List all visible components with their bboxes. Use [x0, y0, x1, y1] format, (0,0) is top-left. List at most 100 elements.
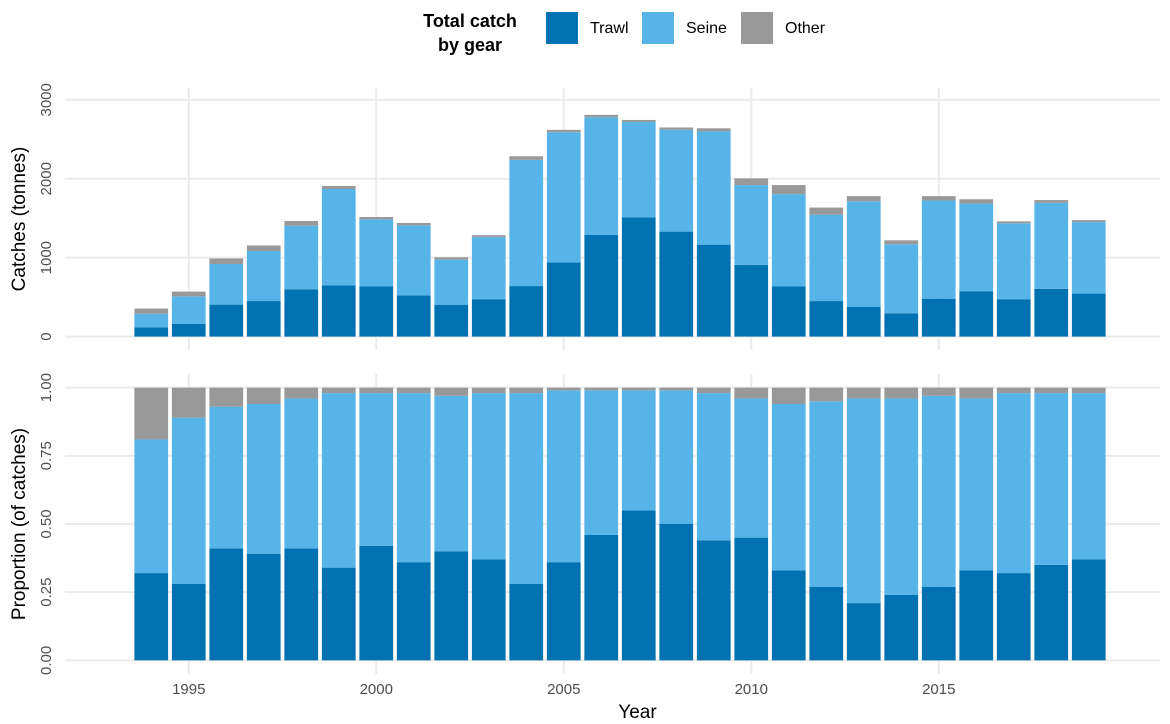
bar-segment — [696, 128, 731, 132]
y-tick-label: 1.00 — [38, 373, 55, 402]
bar-segment — [1034, 564, 1069, 661]
bar-segment — [1071, 559, 1106, 661]
bar-segment — [321, 186, 356, 190]
bar-segment — [584, 117, 619, 235]
legend-label: Seine — [686, 20, 727, 37]
bar-segment — [209, 263, 244, 305]
y-tick-label: 0.25 — [38, 578, 55, 607]
bar-segment — [696, 131, 731, 245]
bar-segment — [734, 537, 769, 661]
bar-segment — [959, 398, 994, 571]
bar-segment — [771, 387, 806, 404]
y-tick-label: 2000 — [38, 162, 55, 195]
bar-segment — [846, 387, 881, 399]
bar-segment — [734, 387, 769, 399]
x-tick-label: 2010 — [735, 681, 768, 698]
bar-segment — [921, 387, 956, 396]
bar-segment — [284, 225, 319, 290]
bar-segment — [509, 286, 544, 337]
bar-segment — [434, 257, 469, 260]
bar-segment — [471, 299, 506, 337]
bar-segment — [846, 398, 881, 604]
y-tick-label: 1000 — [38, 241, 55, 274]
bar-segment — [884, 240, 919, 245]
bar-segment — [396, 225, 431, 296]
bar-segment — [809, 387, 844, 402]
legend-key — [642, 12, 674, 44]
bar-segment — [996, 573, 1031, 661]
bar-segment — [471, 559, 506, 661]
bar-segment — [584, 114, 619, 118]
bar-segment — [921, 200, 956, 299]
bar-segment — [584, 387, 619, 391]
bar-segment — [396, 222, 431, 226]
bar-segment — [471, 235, 506, 238]
bar-segment — [359, 393, 394, 546]
legend-label: Trawl — [590, 20, 629, 37]
bar-segment — [884, 387, 919, 399]
bar-segment — [696, 387, 731, 394]
bar-segment — [659, 129, 694, 232]
y-axis-title: Proportion (of catches) — [9, 428, 30, 620]
bar-segment — [359, 217, 394, 220]
bar-segment — [809, 207, 844, 215]
bar-segment — [171, 291, 206, 297]
bar-segment — [509, 159, 544, 287]
bar-segment — [359, 286, 394, 337]
bar-segment — [809, 401, 844, 587]
bar-segment — [396, 387, 431, 394]
bar-segment — [471, 393, 506, 560]
bar-segment — [996, 387, 1031, 394]
bar-segment — [134, 327, 169, 337]
bar-segment — [921, 395, 956, 587]
bar-segment — [1034, 387, 1069, 394]
bar-segment — [1071, 220, 1106, 223]
bar-segment — [321, 285, 356, 337]
bar-segment — [846, 201, 881, 307]
x-tick-label: 2000 — [360, 681, 393, 698]
bar-segment — [359, 387, 394, 394]
y-tick-label: 0.00 — [38, 646, 55, 675]
y-tick-label: 0.75 — [38, 441, 55, 470]
bar-segment — [284, 387, 319, 399]
bar-segment — [209, 304, 244, 337]
bar-segment — [659, 231, 694, 337]
bar-segment — [996, 223, 1031, 300]
bar-segment — [1071, 387, 1106, 394]
bar-segment — [171, 584, 206, 661]
bar-segment — [171, 387, 206, 418]
bar-segment — [434, 259, 469, 306]
bar-segment — [659, 524, 694, 661]
bar-segment — [846, 196, 881, 202]
bar-segment — [209, 258, 244, 264]
bar-segment — [959, 387, 994, 399]
bar-segment — [659, 390, 694, 524]
bar-segment — [134, 573, 169, 661]
bar-segment — [471, 237, 506, 300]
bar-segment — [134, 308, 169, 314]
bar-segment — [621, 387, 656, 391]
bar-segment — [321, 189, 356, 286]
x-tick-label: 2005 — [547, 681, 580, 698]
y-tick-label: 0.50 — [38, 509, 55, 538]
bar-segment — [209, 387, 244, 407]
bar-segment — [321, 387, 356, 394]
bar-segment — [996, 221, 1031, 224]
bar-segment — [696, 540, 731, 661]
bar-segment — [546, 129, 581, 133]
bar-segment — [1034, 200, 1069, 203]
bar-segment — [509, 387, 544, 394]
bar-segment — [771, 194, 806, 287]
bar-segment — [884, 313, 919, 337]
bar-segment — [509, 584, 544, 661]
bar-segment — [846, 603, 881, 661]
bar-segment — [246, 250, 281, 302]
bar-segment — [1034, 288, 1069, 337]
bar-segment — [434, 395, 469, 552]
bar-segment — [696, 244, 731, 337]
bar-segment — [734, 185, 769, 265]
bar-segment — [959, 199, 994, 204]
bar-segment — [209, 406, 244, 549]
bar-segment — [246, 387, 281, 404]
x-axis-title: Year — [618, 702, 657, 723]
